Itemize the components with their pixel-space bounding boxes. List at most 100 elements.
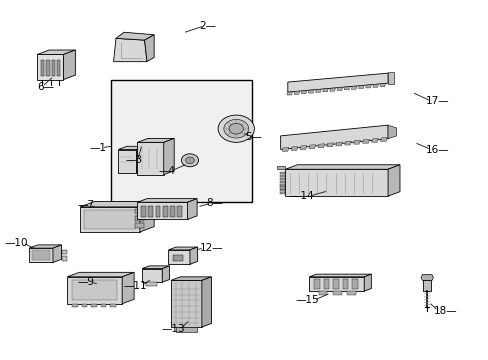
Polygon shape (67, 273, 134, 277)
Bar (279, 172, 285, 174)
Text: —13: —13 (161, 324, 185, 334)
Polygon shape (299, 145, 306, 149)
Text: 2—: 2— (199, 21, 216, 31)
Polygon shape (118, 149, 136, 173)
Bar (146, 282, 156, 286)
Polygon shape (365, 85, 370, 88)
Text: 8—: 8— (206, 198, 223, 208)
Bar (61, 250, 67, 254)
Bar (332, 291, 341, 295)
Bar (72, 280, 117, 300)
Text: 16—: 16— (426, 144, 449, 154)
Polygon shape (290, 147, 297, 150)
Text: —3: —3 (125, 155, 142, 165)
Bar (279, 192, 285, 194)
Polygon shape (286, 92, 292, 95)
Bar (46, 60, 49, 76)
Polygon shape (29, 245, 61, 248)
Bar (279, 175, 285, 177)
Text: —15: —15 (295, 295, 318, 305)
Polygon shape (285, 165, 399, 169)
Bar (318, 291, 327, 295)
Polygon shape (420, 275, 432, 280)
Circle shape (224, 120, 248, 138)
Polygon shape (187, 199, 197, 220)
Polygon shape (140, 202, 154, 232)
Polygon shape (136, 146, 145, 173)
Bar (279, 189, 285, 192)
Polygon shape (113, 39, 147, 62)
Bar (173, 255, 183, 261)
Bar (423, 280, 430, 291)
Polygon shape (387, 125, 396, 139)
Bar (110, 304, 116, 307)
Polygon shape (80, 202, 154, 207)
Polygon shape (202, 277, 211, 327)
Polygon shape (137, 202, 187, 220)
Polygon shape (336, 87, 342, 90)
Polygon shape (362, 139, 368, 143)
Bar (175, 327, 197, 332)
Bar (170, 280, 202, 327)
Bar (279, 186, 285, 189)
Bar (57, 60, 60, 76)
Polygon shape (37, 54, 63, 80)
Polygon shape (122, 273, 134, 304)
Bar (387, 72, 393, 84)
Bar (313, 279, 319, 289)
Polygon shape (142, 269, 162, 282)
Polygon shape (322, 89, 328, 92)
Polygon shape (53, 245, 61, 262)
Text: 12—: 12— (199, 243, 223, 253)
Bar (279, 181, 285, 183)
Circle shape (218, 115, 254, 142)
Bar (84, 210, 136, 229)
Bar (163, 206, 167, 217)
Text: 18—: 18— (432, 306, 456, 316)
Bar (72, 304, 78, 307)
Polygon shape (372, 84, 378, 87)
Text: —11: —11 (123, 281, 147, 291)
Bar (32, 250, 50, 260)
Bar (169, 206, 174, 217)
Text: 5—: 5— (244, 132, 261, 142)
Text: 17—: 17— (426, 96, 449, 106)
Bar (135, 224, 143, 228)
Bar (351, 279, 357, 289)
Bar (323, 279, 328, 289)
Bar (91, 304, 97, 307)
Bar (135, 209, 143, 213)
Polygon shape (37, 50, 75, 54)
Bar (279, 178, 285, 180)
Polygon shape (118, 146, 145, 149)
Polygon shape (116, 32, 154, 40)
Polygon shape (276, 166, 285, 169)
Polygon shape (387, 165, 399, 196)
Text: —4: —4 (158, 166, 175, 176)
Bar (111, 80, 251, 202)
Polygon shape (162, 266, 169, 282)
Bar (51, 60, 55, 76)
Text: —7: —7 (77, 200, 94, 210)
Polygon shape (379, 84, 385, 87)
Polygon shape (170, 277, 211, 280)
Circle shape (181, 154, 198, 167)
Polygon shape (163, 138, 174, 175)
Polygon shape (301, 90, 306, 94)
Polygon shape (137, 199, 197, 202)
Bar (332, 279, 338, 289)
Circle shape (228, 123, 243, 134)
Polygon shape (308, 277, 364, 291)
Polygon shape (142, 266, 169, 269)
Polygon shape (282, 147, 288, 151)
Bar (347, 291, 355, 295)
Text: 6—: 6— (37, 82, 54, 92)
Polygon shape (63, 50, 75, 80)
Polygon shape (308, 145, 315, 149)
Bar (135, 216, 143, 221)
Polygon shape (317, 144, 324, 148)
Polygon shape (329, 88, 335, 91)
Bar (148, 206, 153, 217)
Bar (155, 206, 160, 217)
Polygon shape (80, 207, 140, 232)
